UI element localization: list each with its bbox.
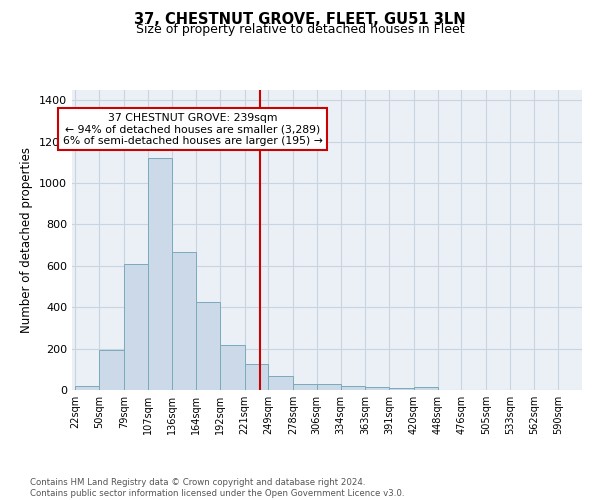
Bar (389, 388, 414, 390)
Bar (365, 387, 389, 390)
Bar (293, 384, 317, 390)
Y-axis label: Number of detached properties: Number of detached properties (20, 147, 34, 333)
Bar (341, 386, 365, 390)
Text: 37 CHESTNUT GROVE: 239sqm
← 94% of detached houses are smaller (3,289)
6% of sem: 37 CHESTNUT GROVE: 239sqm ← 94% of detac… (63, 113, 323, 146)
Bar (220, 345, 245, 390)
Text: Contains HM Land Registry data © Crown copyright and database right 2024.
Contai: Contains HM Land Registry data © Crown c… (30, 478, 404, 498)
Bar (414, 388, 437, 390)
Bar (317, 384, 341, 390)
Text: Size of property relative to detached houses in Fleet: Size of property relative to detached ho… (136, 23, 464, 36)
Bar (148, 158, 172, 390)
Bar (124, 264, 148, 390)
Bar (76, 386, 99, 390)
Text: 37, CHESTNUT GROVE, FLEET, GU51 3LN: 37, CHESTNUT GROVE, FLEET, GU51 3LN (134, 12, 466, 28)
Bar (245, 364, 268, 390)
Bar (172, 252, 196, 390)
Bar (99, 350, 124, 390)
Bar (268, 376, 293, 390)
Bar (196, 302, 220, 390)
